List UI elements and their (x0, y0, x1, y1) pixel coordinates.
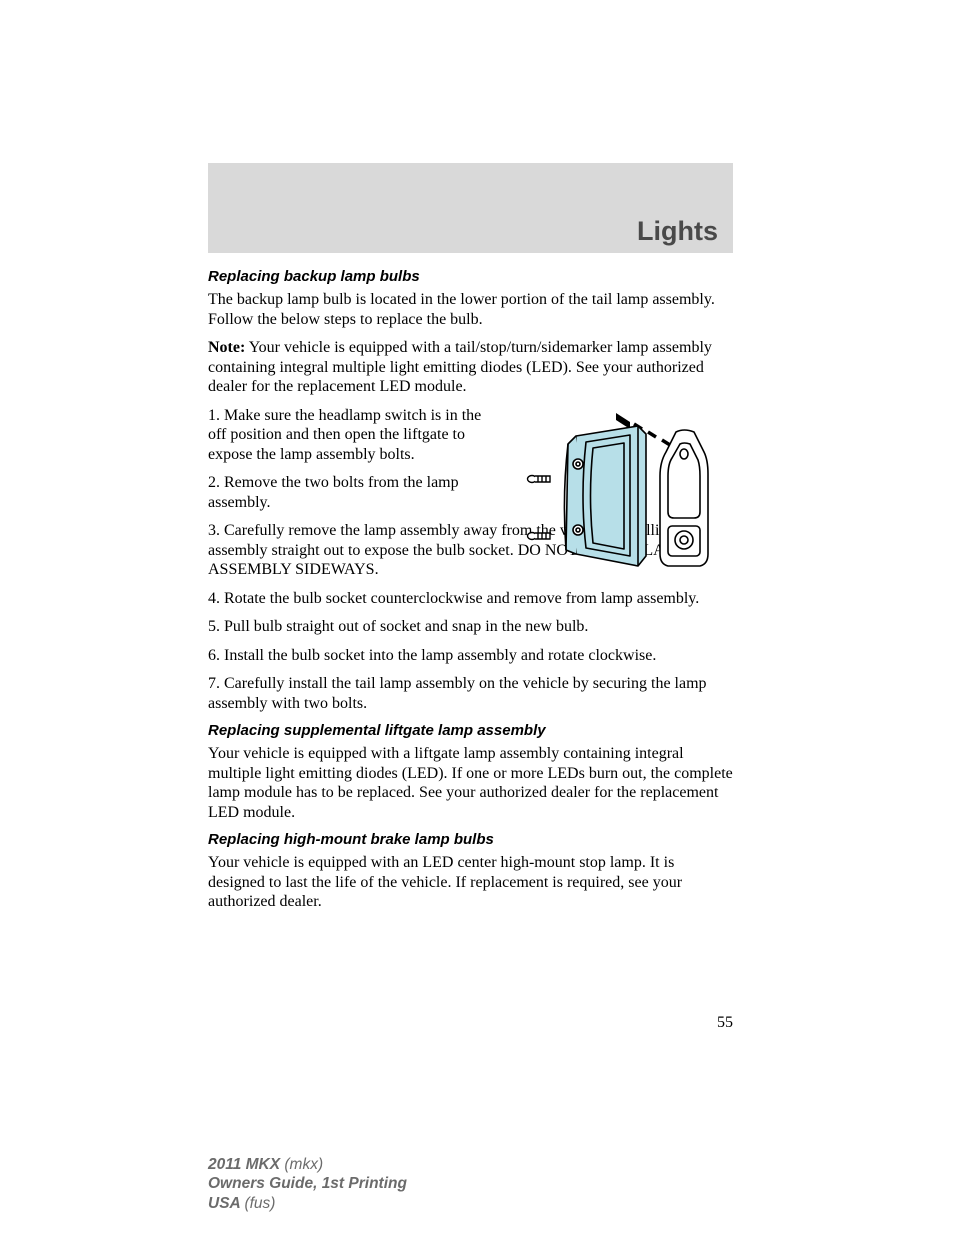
page-number: 55 (717, 1014, 733, 1032)
section-2-body: Your vehicle is equipped with a liftgate… (208, 744, 733, 822)
bolt-top-icon (528, 475, 551, 482)
section-1-intro: The backup lamp bulb is located in the l… (208, 290, 733, 329)
footer: 2011 MKX (mkx) Owners Guide, 1st Printin… (208, 1155, 407, 1213)
section-heading-3: Replacing high-mount brake lamp bulbs (208, 831, 733, 848)
step-7: 7. Carefully install the tail lamp assem… (208, 674, 733, 713)
note-label: Note: (208, 339, 245, 356)
chapter-title: Lights (637, 216, 718, 247)
section-heading-1: Replacing backup lamp bulbs (208, 268, 733, 285)
chapter-header: Lights (208, 163, 733, 253)
footer-region-bold: USA (208, 1195, 244, 1212)
step-2: 2. Remove the two bolts from the lamp as… (208, 473, 500, 512)
figure-wrap: 1. Make sure the headlamp switch is in t… (208, 406, 733, 580)
footer-model-code: (mkx) (284, 1156, 323, 1173)
step-4: 4. Rotate the bulb socket counterclockwi… (208, 589, 733, 609)
section-heading-2: Replacing supplemental liftgate lamp ass… (208, 722, 733, 739)
footer-region-code: (fus) (244, 1195, 275, 1212)
liftgate-piece-icon (660, 430, 708, 566)
footer-line-2: Owners Guide, 1st Printing (208, 1174, 407, 1193)
step-1: 1. Make sure the headlamp switch is in t… (208, 406, 500, 465)
step-5: 5. Pull bulb straight out of socket and … (208, 617, 733, 637)
section-1-note: Note: Your vehicle is equipped with a ta… (208, 338, 733, 397)
footer-model-bold: 2011 MKX (208, 1156, 284, 1173)
tail-lamp-diagram (508, 404, 733, 579)
footer-line-1: 2011 MKX (mkx) (208, 1155, 407, 1174)
bolt-bottom-icon (528, 532, 551, 539)
tail-lamp-icon (564, 426, 646, 566)
section-3-body: Your vehicle is equipped with an LED cen… (208, 853, 733, 912)
note-body: Your vehicle is equipped with a tail/sto… (208, 339, 712, 395)
step-6: 6. Install the bulb socket into the lamp… (208, 646, 733, 666)
page-content: Replacing backup lamp bulbs The backup l… (208, 268, 733, 921)
footer-line-3: USA (fus) (208, 1194, 407, 1213)
